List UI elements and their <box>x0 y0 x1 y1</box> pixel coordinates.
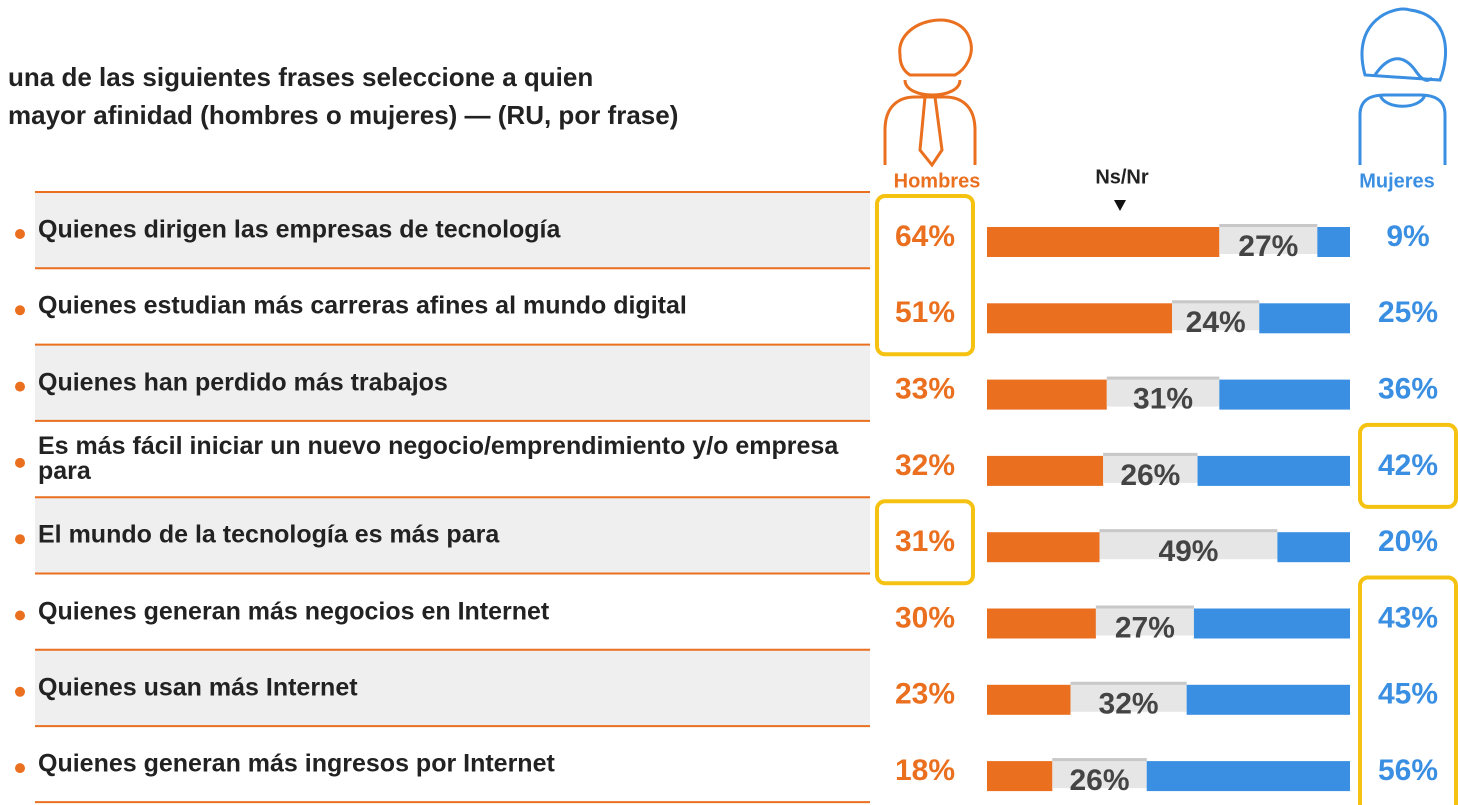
bar-segment <box>1099 529 1278 560</box>
bullet <box>15 381 25 392</box>
bar-segment <box>1219 224 1318 254</box>
bar-segment <box>987 532 1100 563</box>
bar-segment <box>1186 684 1350 715</box>
man-icon <box>883 18 977 168</box>
bar-segment <box>987 227 1220 257</box>
ns-arrow <box>1114 200 1126 211</box>
bullet <box>15 610 25 621</box>
category-label: Es más fácil iniciar un nuevo negocio/em… <box>38 431 839 485</box>
value-label: 9% <box>1386 220 1429 253</box>
category-label: Quienes dirigen las empresas de tecnolog… <box>38 215 561 244</box>
value-label: 27% <box>1238 230 1298 263</box>
row-bg <box>35 192 870 268</box>
value-label: 45% <box>1378 678 1438 711</box>
value-label: 30% <box>895 601 955 634</box>
bar-segment <box>1103 452 1198 483</box>
bullet <box>15 686 25 697</box>
bar-segment <box>1197 455 1350 486</box>
category-label: Quienes han perdido más trabajos <box>38 368 448 397</box>
bar-segment <box>1193 608 1350 639</box>
legend-nsnr: Ns/Nr <box>1095 166 1149 188</box>
ns-top <box>1052 758 1147 762</box>
value-label: 24% <box>1186 306 1246 339</box>
ns-top <box>1103 452 1198 456</box>
bar-segment <box>987 455 1104 486</box>
value-label: 31% <box>895 525 955 558</box>
title-line: una de las siguientes frases seleccione … <box>8 62 594 92</box>
legend-mujeres: Mujeres <box>1359 170 1435 192</box>
bar-segment <box>1277 532 1350 563</box>
bar-segment <box>987 379 1107 410</box>
value-label: 27% <box>1115 611 1175 644</box>
category-label: Quienes generan más negocios en Internet <box>38 597 550 625</box>
bullet <box>15 305 25 316</box>
woman-icon <box>1358 7 1447 165</box>
highlight-box <box>875 194 975 357</box>
legend-hombres: Hombres <box>894 170 981 192</box>
highlight-box <box>1358 422 1458 509</box>
bar-segment <box>1146 761 1350 792</box>
bar-segment <box>987 608 1096 639</box>
value-label: 64% <box>895 220 955 253</box>
ns-top <box>1095 605 1194 609</box>
bar-segment <box>1052 758 1147 789</box>
value-label: 51% <box>895 296 955 329</box>
bar-segment <box>1259 303 1350 334</box>
category-label: El mundo de la tecnología es más para <box>38 520 500 549</box>
bar-segment <box>1317 227 1350 257</box>
bullet <box>15 763 25 774</box>
value-label: 32% <box>895 449 955 482</box>
row-bg <box>35 649 870 726</box>
bar-segment <box>987 303 1173 334</box>
value-label: 31% <box>1133 383 1193 416</box>
value-label: 20% <box>1378 525 1438 558</box>
value-label: 23% <box>895 678 955 711</box>
highlight-box <box>875 499 975 586</box>
ns-top <box>1099 529 1278 533</box>
value-label: 26% <box>1070 764 1130 797</box>
bar-segment <box>1219 379 1350 410</box>
value-label: 49% <box>1158 535 1218 568</box>
ns-top <box>1070 681 1187 685</box>
value-label: 18% <box>895 754 955 787</box>
bar-segment <box>987 684 1071 715</box>
value-label: 33% <box>895 373 955 406</box>
bar-segment <box>1095 605 1194 636</box>
value-label: 25% <box>1378 296 1438 329</box>
highlight-box <box>1358 575 1458 805</box>
bar-segment <box>1172 300 1260 331</box>
bar-segment <box>1106 376 1220 407</box>
bullet <box>15 457 25 468</box>
ns-top <box>1219 224 1318 227</box>
title-line: mayor afinidad (hombres o mujeres) — (RU… <box>8 100 679 130</box>
value-label: 36% <box>1378 373 1438 406</box>
value-label: 43% <box>1378 601 1438 634</box>
ns-top <box>1172 300 1260 304</box>
row-bg <box>35 344 870 421</box>
value-label: 42% <box>1378 449 1438 482</box>
bullet <box>15 534 25 545</box>
value-label: 56% <box>1378 754 1438 787</box>
category-label: Quienes generan más ingresos por Interne… <box>38 749 555 778</box>
category-label: Quienes estudian más carreras afines al … <box>38 291 687 320</box>
value-label: 26% <box>1120 459 1180 492</box>
bullet <box>15 229 25 239</box>
value-label: 32% <box>1099 688 1159 721</box>
category-label: Quienes usan más Internet <box>38 673 358 702</box>
bar-segment <box>1070 681 1187 712</box>
row-bg <box>35 497 870 574</box>
ns-top <box>1106 376 1220 380</box>
bar-segment <box>987 761 1053 792</box>
